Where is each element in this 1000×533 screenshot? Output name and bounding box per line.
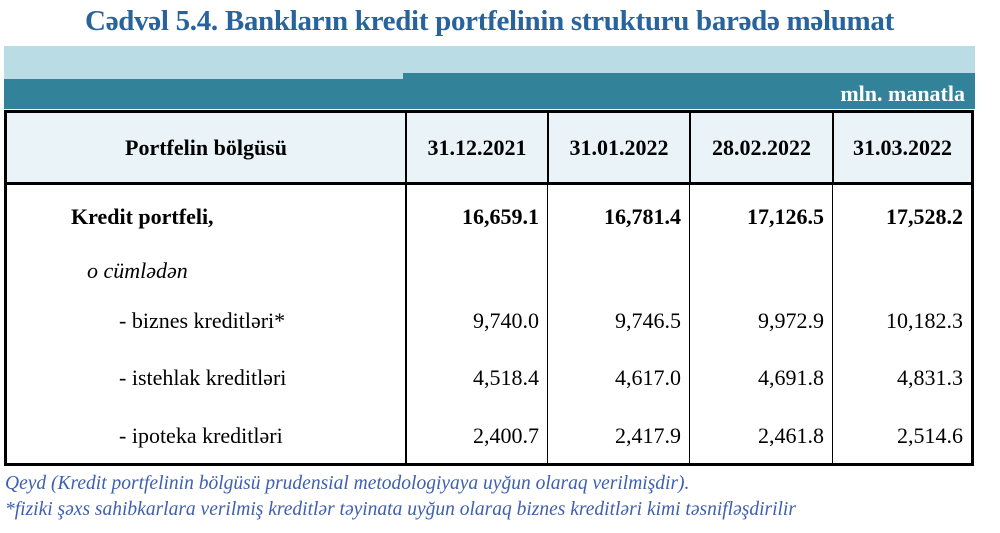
teal-band-light [4, 46, 975, 78]
table-cell: 17,126.5 [689, 185, 832, 248]
column-header-date-2: 31.01.2022 [547, 113, 689, 185]
table-cell [405, 248, 547, 293]
row-label-consumer-loans: - istehlak kreditləri [7, 348, 405, 408]
table-cell: 4,518.4 [405, 348, 547, 408]
teal-band-step [4, 73, 403, 79]
table-cell: 2,417.9 [547, 408, 689, 463]
table-cell: 9,740.0 [405, 293, 547, 348]
table-cell: 4,617.0 [547, 348, 689, 408]
table-cell: 16,659.1 [405, 185, 547, 248]
table-cell [832, 248, 971, 293]
footnote-classification: *fiziki şəxs sahibkarlara verilmiş kredi… [5, 499, 796, 520]
row-label-including: o cümlədən [7, 248, 405, 293]
table-cell [547, 248, 689, 293]
column-header-date-4: 31.03.2022 [832, 113, 971, 185]
table-cell: 4,691.8 [689, 348, 832, 408]
footnote-methodology: Qeyd (Kredit portfelinin bölgüsü prudens… [5, 473, 690, 494]
table-cell: 16,781.4 [547, 185, 689, 248]
credit-portfolio-table: Portfelin bölgüsü 31.12.2021 31.01.2022 … [4, 110, 974, 466]
column-header-date-3: 28.02.2022 [689, 113, 832, 185]
footnotes: Qeyd (Kredit portfelinin bölgüsü prudens… [5, 471, 995, 523]
column-header-date-1: 31.12.2021 [405, 113, 547, 185]
table-cell: 4,831.3 [832, 348, 971, 408]
table-cell: 9,746.5 [547, 293, 689, 348]
row-label-business-loans: - biznes kreditləri* [7, 293, 405, 348]
table-cell: 17,528.2 [832, 185, 971, 248]
table-cell: 2,461.8 [689, 408, 832, 463]
table-cell [689, 248, 832, 293]
row-label-credit-portfolio: Kredit portfeli, [7, 185, 405, 248]
row-label-mortgage-loans: - ipoteka kreditləri [7, 408, 405, 463]
teal-band-dark: mln. manatla [4, 73, 975, 109]
table-cell: 10,182.3 [832, 293, 971, 348]
page-title: Cədvəl 5.4. Bankların kredit portfelinin… [85, 5, 894, 37]
column-header-portfolio-division: Portfelin bölgüsü [7, 113, 405, 185]
table-cell: 2,514.6 [832, 408, 971, 463]
unit-label: mln. manatla [840, 81, 965, 106]
table-cell: 9,972.9 [689, 293, 832, 348]
table-cell: 2,400.7 [405, 408, 547, 463]
